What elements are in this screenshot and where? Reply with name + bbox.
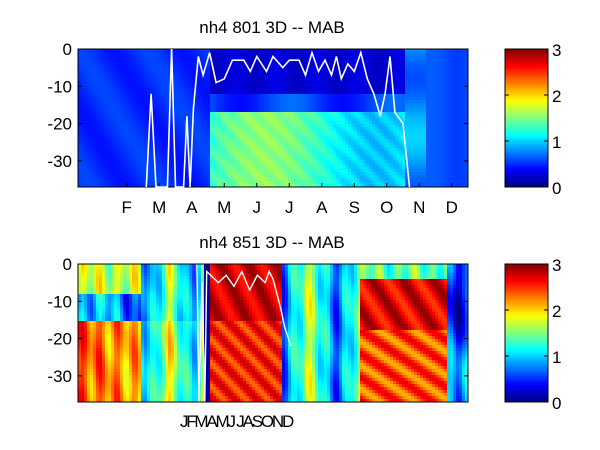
top-x-tick-label: S <box>349 198 360 217</box>
bottom-chart-title: nh4 851 3D -- MAB <box>199 233 345 252</box>
bottom-y-tick-label: -10 <box>47 292 72 311</box>
colorbar-tick-label: 3 <box>552 256 561 275</box>
top-colorbar-frame <box>504 48 549 188</box>
top-x-tick-label: F <box>122 198 132 217</box>
bottom-colorbar <box>505 264 548 403</box>
colorbar-tick-label: 1 <box>552 133 561 152</box>
top-colorbar-axis: 0 1 2 3 <box>505 41 561 198</box>
top-x-tick-label: N <box>413 198 425 217</box>
top-y-tick-label: 0 <box>63 40 72 59</box>
top-x-tick-label: J <box>253 198 262 217</box>
bottom-overlay-line <box>196 263 292 403</box>
top-x-tick-label: M <box>152 198 166 217</box>
colorbar-tick-label: 2 <box>552 87 561 106</box>
bottom-chart: nh4 851 3D -- MAB 0 -10 -20 -30 JFMAMJ JASO… <box>47 233 561 431</box>
colorbar-tick-label: 1 <box>552 348 561 367</box>
top-y-tick-label: -10 <box>47 77 72 96</box>
bottom-heatmap <box>78 264 469 403</box>
bottom-y-tick-label: -30 <box>47 367 72 386</box>
top-plot-frame <box>77 48 469 188</box>
top-x-tick-label: M <box>217 198 231 217</box>
top-y-axis: 0 -10 -20 -30 <box>47 40 468 171</box>
top-x-tick-label: O <box>380 198 393 217</box>
bottom-colorbar-frame <box>504 263 549 403</box>
colorbar-tick-label: 3 <box>552 41 561 60</box>
colorbar-tick-label: 0 <box>552 394 561 413</box>
colorbar-tick-label: 2 <box>552 302 561 321</box>
bottom-y-tick-label: -20 <box>47 330 72 349</box>
top-colorbar <box>505 49 548 188</box>
top-heatmap <box>78 49 469 188</box>
bottom-colorbar-axis: 0 1 2 3 <box>505 256 561 413</box>
top-x-tick-label: J <box>285 198 294 217</box>
bottom-x-tick-labels: JFMAMJ JASOND <box>180 412 294 431</box>
bottom-y-axis: 0 -10 -20 -30 <box>47 255 468 386</box>
bottom-y-tick-label: 0 <box>63 255 72 274</box>
top-y-tick-label: -20 <box>47 115 72 134</box>
top-y-tick-label: -30 <box>47 152 72 171</box>
top-overlay-line <box>145 48 411 188</box>
top-x-tick-label: A <box>186 198 198 217</box>
bottom-plot-frame <box>77 263 469 403</box>
colorbar-tick-label: 0 <box>552 179 561 198</box>
top-x-tick-label: A <box>316 198 328 217</box>
top-x-tick-label: D <box>446 198 458 217</box>
top-chart-title: nh4 801 3D -- MAB <box>199 18 345 37</box>
